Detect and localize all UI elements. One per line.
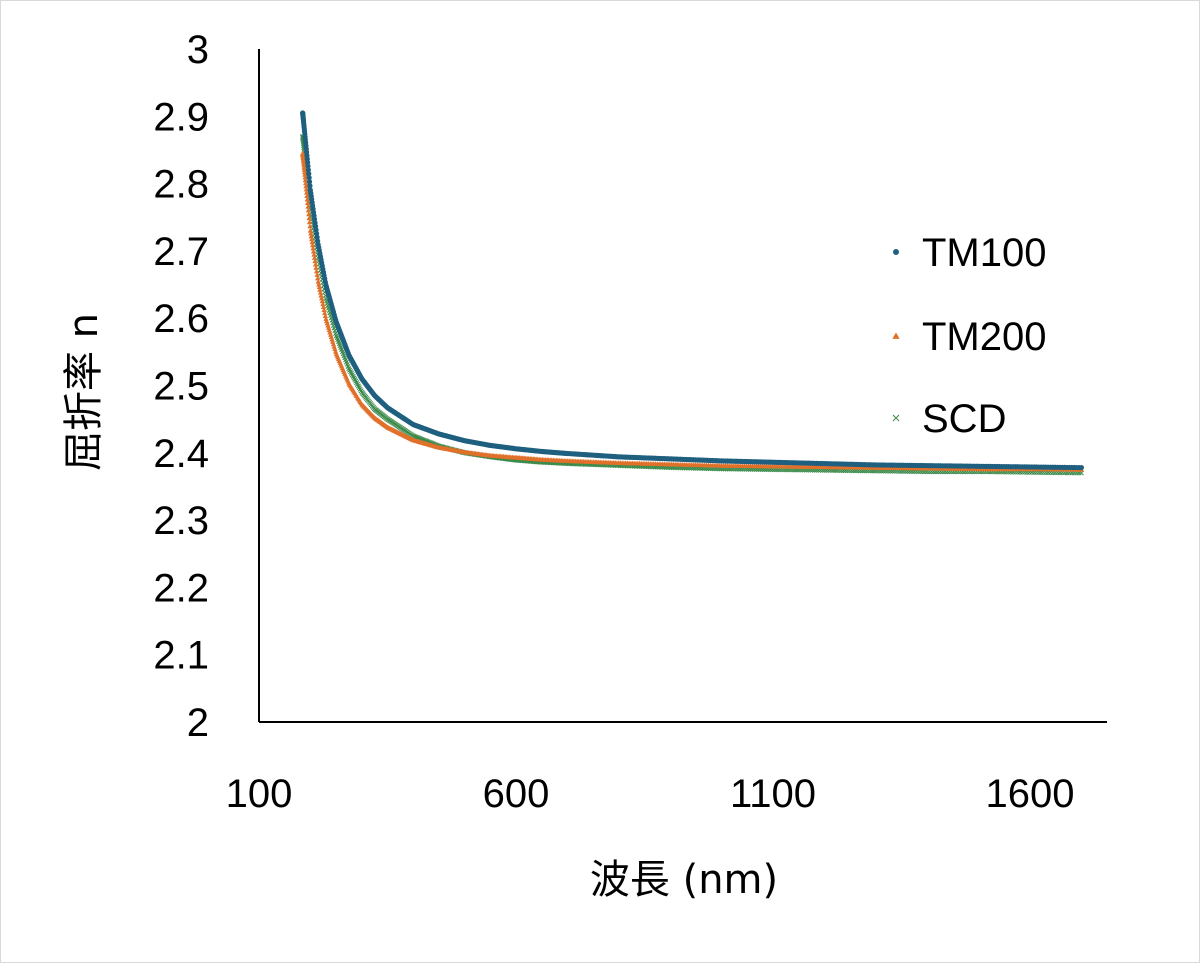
data-point [305,163,311,169]
data-point [311,251,317,257]
axes [258,49,1107,723]
data-point [307,183,313,189]
x-tick-label: 1100 [730,772,816,816]
legend-marker [893,249,899,255]
y-tick-label: 2 [187,701,209,745]
data-point [310,245,316,251]
y-tick-label: 2.5 [153,365,209,409]
data-point [320,301,326,307]
x-axis-title: 波長 (nm) [590,857,778,903]
data-point [319,298,325,304]
data-point [304,196,310,202]
data-point [317,287,323,292]
data-point [320,304,327,310]
legend-label: SCD [922,397,1006,441]
data-point [305,167,311,173]
series-tm200 [300,150,1085,472]
data-point [303,183,309,189]
data-point [312,258,318,264]
data-point [301,160,307,166]
data-point [317,289,324,295]
y-tick-labels: 3 2.9 2.8 2.7 2.6 2.5 2.4 2.3 2.2 2.1 2 [153,28,209,745]
x-tick-label: 100 [226,772,293,816]
data-point [304,193,310,198]
data-point [313,265,319,270]
y-tick-label: 2.1 [153,634,209,678]
y-tick-label: 2.8 [153,163,209,207]
data-point [301,164,307,170]
data-point [315,279,321,284]
data-point [305,203,311,209]
data-point [302,177,309,183]
data-point [312,261,319,267]
data-point [308,230,314,236]
data-point [322,313,328,319]
y-axis-title: 屈折率 n [61,313,107,471]
data-point [316,281,322,287]
x-tick-labels: 100 600 1100 1600 [226,772,1075,816]
data-point [309,242,316,248]
data-point [306,179,313,185]
y-tick-label: 2.6 [153,297,209,341]
x-tick-label: 600 [483,772,550,816]
data-point [301,169,308,175]
data-point [315,275,321,281]
data-point [316,284,322,290]
data-point [1078,465,1084,471]
data-point [322,310,328,315]
legend-label: TM100 [922,231,1047,275]
y-tick-label: 2.4 [153,432,209,476]
y-tick-label: 2.2 [153,566,209,610]
data-point [306,215,312,221]
data-point [307,227,314,233]
data-point [308,233,314,239]
x-tick-label: 1600 [986,772,1075,816]
legend-item-tm200: TM200 [892,315,1047,359]
data-point [303,186,309,192]
data-point [313,268,320,274]
data-point [321,307,327,312]
data-point [306,171,312,177]
data-point [319,295,325,301]
y-tick-label: 2.7 [153,230,209,274]
y-tick-label: 3 [187,28,209,72]
y-tick-label: 2.9 [153,95,209,139]
data-point [302,174,308,180]
legend-marker [892,414,900,422]
data-point [306,219,313,225]
legend-item-tm100: TM100 [893,231,1047,275]
data-point [307,223,313,229]
legend-label: TM200 [922,315,1047,359]
series-tm100 [300,110,1084,471]
data-point [304,200,311,206]
series-layer [300,110,1085,476]
data-point [310,248,317,254]
legend: TM100 TM200 SCD [892,231,1047,441]
data-point [305,207,312,213]
legend-item-scd: SCD [892,397,1006,441]
data-point [311,255,318,260]
data-point [303,189,310,195]
data-point [301,167,307,172]
data-point [301,162,307,168]
data-point [309,239,315,245]
data-point [318,292,324,298]
data-point [306,211,312,217]
data-point [303,180,309,186]
data-point [306,175,312,181]
y-tick-label: 2.3 [153,499,209,543]
data-point [314,272,320,277]
data-point [302,172,308,177]
data-point [309,236,315,242]
legend-marker [892,332,900,339]
